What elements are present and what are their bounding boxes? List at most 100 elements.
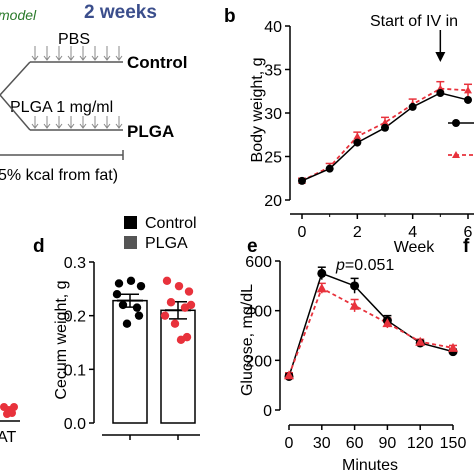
e-xtick-label: 90 [379, 435, 397, 452]
b-control-point [436, 88, 445, 97]
cecum-weight-chart: 0.0 0.1 0.2 0.3 [64, 255, 200, 440]
e-control-point [350, 281, 360, 291]
d-control-point [126, 276, 136, 285]
model-label: model [0, 7, 37, 23]
b-legend-control-marker [452, 119, 460, 127]
b-ytick-label: 25 [264, 150, 282, 167]
b-xlabel: Week [394, 239, 436, 256]
legend-cd: Control PLGA [124, 215, 197, 252]
b-ytick-label: 20 [264, 193, 282, 210]
d-plga-point [162, 276, 172, 285]
legend-plga-swatch [124, 236, 137, 249]
panel-c-partial: AT [0, 403, 20, 446]
b-ylabel: Body weight, g [249, 58, 266, 163]
panel-letter-b: b [224, 6, 236, 27]
e-xtick-label: 30 [313, 435, 331, 452]
panel-b: b Start of IV in Body weight, g Week 202… [224, 6, 474, 256]
b-ytick-label: 35 [264, 63, 282, 80]
e-plga-point [316, 283, 327, 293]
e-plga-point [448, 342, 458, 352]
d-ylabel: Cecum weight, g [53, 280, 70, 399]
b-plga-point [464, 86, 472, 94]
b-plga-point [353, 132, 362, 140]
d-bar [112, 299, 148, 424]
plga-group-label: PLGA [127, 122, 174, 141]
e-plga-point [415, 336, 426, 346]
b-control-point [325, 164, 334, 173]
pbs-label: PBS [58, 31, 90, 48]
e-ytick-label: 200 [245, 353, 272, 370]
e-plga-point [349, 300, 360, 310]
panel-letter-d: d [33, 236, 45, 257]
control-group-label: Control [127, 53, 187, 72]
c-data-point [8, 409, 16, 417]
d-plga-point [186, 300, 196, 310]
legend-plga-label: PLGA [145, 235, 188, 252]
control-arrows [31, 46, 123, 61]
e-plga-line [288, 287, 454, 376]
b-xtick-label: 6 [464, 224, 473, 241]
e-xtick-label: 0 [285, 435, 294, 452]
e-plga-point [284, 370, 294, 380]
legend-control-label: Control [145, 215, 197, 232]
body-weight-chart: 20 25 30 35 40 0 2 4 6 [264, 19, 474, 241]
plga-arrows [31, 116, 123, 129]
b-xtick-label: 4 [408, 224, 417, 241]
e-plga-point [382, 318, 393, 328]
panel-d: d Cecum weight, g 0.0 0.1 0.2 0.3 [33, 236, 200, 440]
d-plga-point [184, 287, 194, 296]
b-control-point [464, 95, 472, 104]
e-xlabel: Minutes [342, 457, 398, 474]
e-ytick-label: 600 [245, 254, 272, 271]
glucose-chart: 0 200 400 600 0 30 60 90 120 150 [245, 254, 466, 452]
e-xtick-label: 60 [346, 435, 364, 452]
d-bar [160, 309, 196, 424]
d-plga-point [166, 298, 176, 307]
e-pvalue: p=0.051 [335, 257, 394, 274]
d-control-point [114, 279, 124, 288]
b-ytick-label: 40 [264, 19, 282, 36]
panel-letter-e: e [247, 236, 258, 257]
d-plga-point [160, 311, 170, 320]
plga-dose-label: PLGA 1 mg/ml [10, 99, 113, 116]
d-control-point [132, 303, 142, 312]
timeline-bracket [0, 150, 124, 160]
weeks-label: 2 weeks [84, 2, 157, 23]
legend-control-swatch [124, 216, 137, 229]
e-ylabel: Glucose, mg/dL [239, 284, 256, 396]
b-control-point [353, 138, 362, 147]
d-control-point [136, 281, 146, 291]
branch-lines [0, 61, 31, 131]
d-control-point [122, 319, 132, 328]
e-xtick-label: 120 [407, 435, 434, 452]
panel-e: e p=0.051 Glucose, mg/dL Minutes 0 200 400… [239, 236, 466, 474]
e-pvalue-p: p [335, 257, 345, 274]
start-annotation: Start of IV in [370, 13, 458, 30]
b-xtick-label: 2 [353, 224, 362, 241]
b-control-point [408, 102, 417, 111]
b-annotation-arrow-head [435, 52, 446, 62]
e-control-line [288, 272, 454, 377]
d-ytick-label: 0.1 [64, 362, 86, 379]
d-plga-point [170, 319, 180, 328]
b-legend-plga-marker [452, 151, 460, 158]
d-ytick-label: 0.2 [64, 309, 86, 326]
d-ytick-label: 0.3 [64, 255, 86, 272]
d-plga-point [176, 335, 186, 345]
e-pvalue-rest: =0.051 [345, 257, 394, 274]
e-xtick-label: 150 [440, 435, 467, 452]
b-ytick-label: 30 [264, 106, 282, 123]
panel-letter-f: f [463, 236, 470, 257]
diet-label: 5% kcal from fat) [0, 167, 118, 184]
b-xtick-label: 0 [298, 224, 307, 241]
e-control-point [317, 268, 327, 278]
d-ytick-label: 0.0 [64, 416, 86, 433]
d-control-point [112, 290, 122, 299]
b-plga-point [381, 118, 389, 126]
d-control-point [118, 300, 128, 310]
b-control-point [381, 123, 389, 132]
panel-a: model 2 weeks PBS PLGA 1 mg/ml Control [0, 2, 187, 184]
d-plga-point [174, 281, 184, 291]
e-ytick-label: 400 [245, 304, 272, 321]
